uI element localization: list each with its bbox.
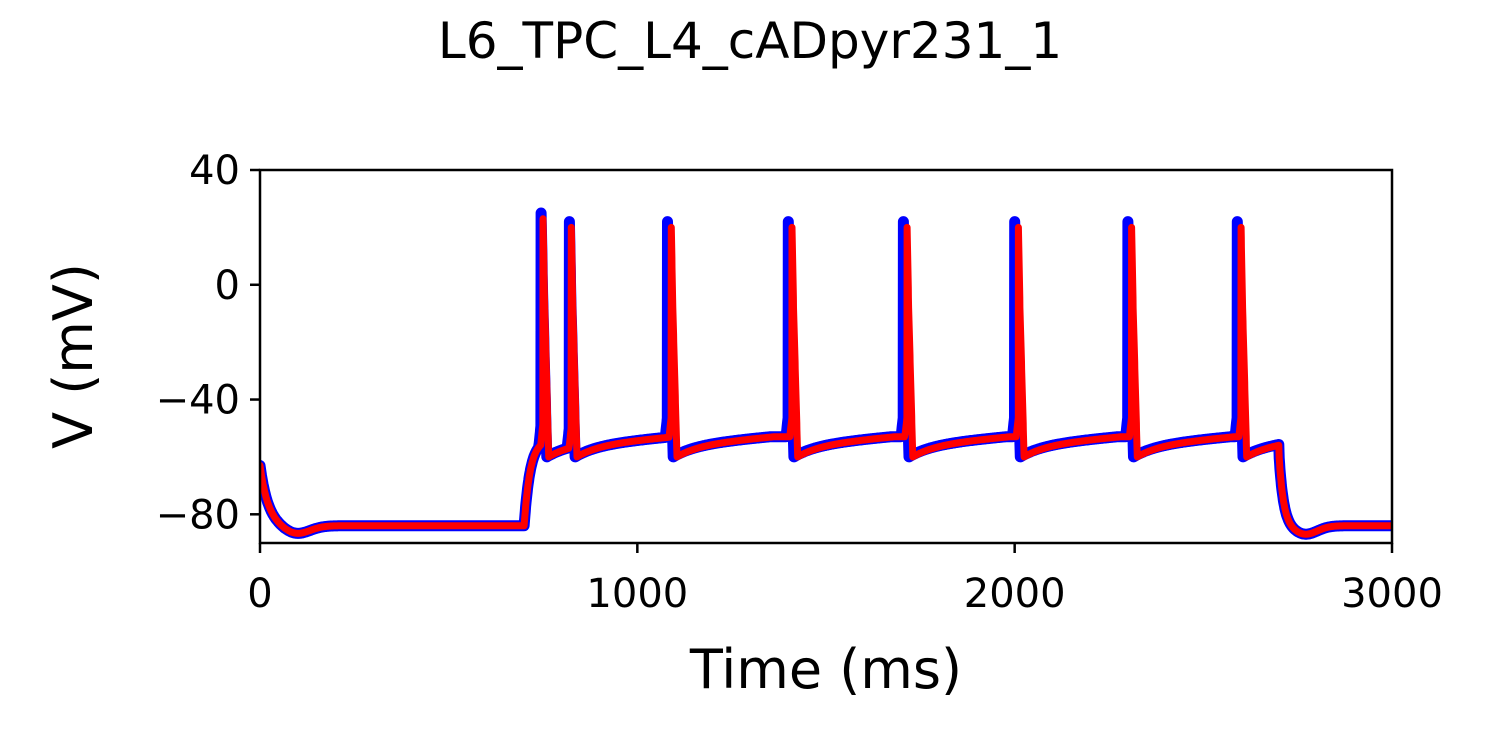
x-axis-label: Time (ms) [689, 638, 962, 701]
y-tick-label: −40 [156, 378, 240, 424]
y-axis-ticks: −80 −40 0 40 [156, 148, 260, 538]
trace-line-1 [260, 207, 1392, 540]
plot-frame [258, 168, 1394, 545]
y-tick-label: −80 [156, 492, 240, 538]
y-axis-label: V (mV) [42, 263, 105, 449]
x-tick-label: 3000 [1341, 571, 1443, 617]
x-tick-label: 0 [247, 571, 272, 617]
traces [260, 207, 1392, 540]
x-axis-ticks: 0 1000 2000 3000 [247, 543, 1443, 617]
chart-title: L6_TPC_L4_cADpyr231_1 [438, 12, 1062, 70]
x-tick-label: 1000 [586, 571, 688, 617]
trace-line-2 [260, 215, 1392, 538]
y-tick-label: 40 [189, 148, 240, 194]
y-tick-label: 0 [215, 263, 240, 309]
x-tick-label: 2000 [964, 571, 1066, 617]
